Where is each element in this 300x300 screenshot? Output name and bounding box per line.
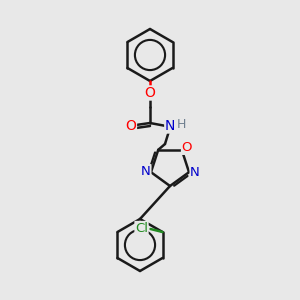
Text: O: O	[182, 141, 192, 154]
Text: O: O	[145, 86, 155, 100]
Text: O: O	[126, 119, 136, 134]
Text: H: H	[176, 118, 186, 130]
Text: N: N	[141, 165, 151, 178]
Text: N: N	[165, 119, 175, 133]
Text: N: N	[190, 166, 200, 179]
Text: Cl: Cl	[135, 221, 148, 235]
